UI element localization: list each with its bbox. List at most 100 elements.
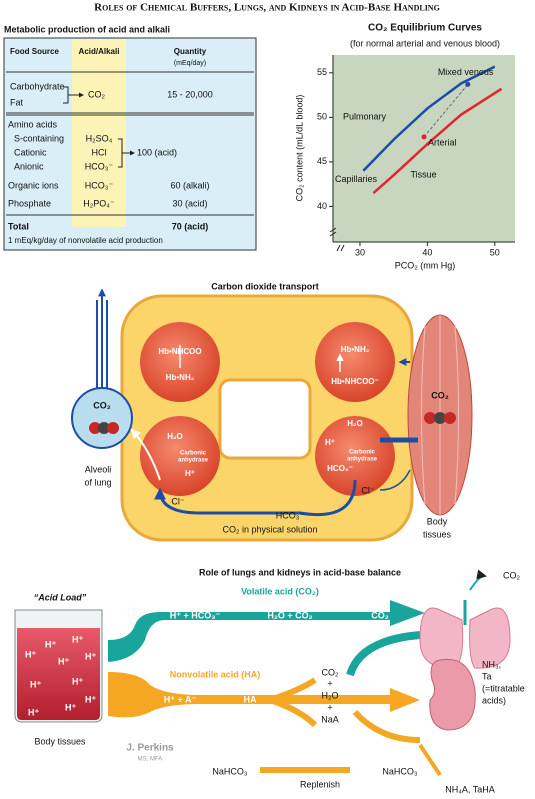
section-title: Carbon dioxide transport xyxy=(211,281,319,291)
column-highlight xyxy=(72,39,126,227)
cell: S-containing xyxy=(14,133,64,143)
label: CO₂ in physical solution xyxy=(222,524,317,534)
nonvolatile-arrow xyxy=(108,672,420,718)
y-tick-label: 45 xyxy=(317,156,327,166)
label: NH₄A, TaHA xyxy=(445,784,495,794)
co2-molecule xyxy=(444,412,456,424)
h-plus: H⁺ xyxy=(65,702,76,712)
signature: MS, MFA xyxy=(138,757,163,763)
equation: H⁺ + HCO₃⁻ xyxy=(170,610,221,620)
annotation: Mixed venous xyxy=(438,67,494,77)
label: Hb•NH₂ xyxy=(166,373,195,382)
acid-base-balance: Role of lungs and kidneys in acid-base b… xyxy=(14,567,525,794)
label: H₂O xyxy=(347,419,363,428)
label: NH₃, xyxy=(482,659,501,669)
header: Acid/Alkali xyxy=(79,47,120,56)
x-tick-label: 40 xyxy=(422,247,432,257)
table-title: Metabolic production of acid and alkali xyxy=(4,24,170,34)
x-axis-label: PCO₂ (mm Hg) xyxy=(395,260,456,270)
co2-molecule xyxy=(89,422,101,434)
h-plus: H⁺ xyxy=(85,694,96,704)
red-cell xyxy=(315,322,395,402)
arrow xyxy=(179,345,340,372)
cell: CO₂ xyxy=(88,89,106,99)
label: Carbonic xyxy=(180,451,207,457)
label: Volatile acid (CO₂) xyxy=(241,586,319,596)
header: (mEq/day) xyxy=(174,60,206,67)
x-tick-label: 30 xyxy=(355,247,365,257)
label: H⁺ xyxy=(325,438,335,447)
alveolus xyxy=(71,387,133,449)
cell: 60 (alkali) xyxy=(170,180,209,190)
cell: H₂SO₄ xyxy=(86,133,113,143)
header: Quantity xyxy=(174,47,207,56)
h-plus: H⁺ xyxy=(72,634,83,644)
h-plus: H⁺ xyxy=(85,651,96,661)
cell: 70 (acid) xyxy=(172,221,209,231)
cell: 15 - 20,000 xyxy=(167,89,213,99)
point xyxy=(465,81,471,87)
arrow xyxy=(130,428,161,481)
cell: Organic ions xyxy=(8,180,59,190)
cell: Anionic xyxy=(14,161,44,171)
label: Hb•NHCOO⁻ xyxy=(331,377,378,386)
red-cell xyxy=(140,416,220,496)
label: H₂O xyxy=(322,690,339,700)
table: Metabolic production of acid and alkali … xyxy=(3,24,257,251)
h-plus: H⁺ xyxy=(25,649,36,659)
co2-molecule xyxy=(107,422,119,434)
label: Alveoli xyxy=(85,464,112,474)
label: H₂O xyxy=(167,432,183,441)
chart-subtitle: (for normal arterial and venous blood) xyxy=(350,38,500,48)
point xyxy=(421,134,427,140)
co2-molecule xyxy=(98,422,110,434)
cell: Amino acids xyxy=(8,119,58,129)
label: H⁺ xyxy=(185,469,195,478)
equation: H⁺ + A⁻ xyxy=(164,694,197,704)
cell: 30 (acid) xyxy=(172,198,207,208)
cell: HCl xyxy=(92,147,107,157)
label: + xyxy=(327,702,332,712)
y-tick-label: 50 xyxy=(317,112,327,122)
label: Nonvolatile acid (HA) xyxy=(170,669,261,679)
orange-flow xyxy=(260,677,421,773)
chart-title: CO₂ Equilibrium Curves xyxy=(368,23,482,34)
curve xyxy=(362,65,496,172)
cell: Total xyxy=(8,221,29,231)
label: HCO₃⁻ xyxy=(276,510,305,520)
label: CO₂ xyxy=(322,667,340,677)
cell: 100 (acid) xyxy=(137,147,177,157)
label: NaA xyxy=(321,714,339,724)
table-box xyxy=(3,37,257,251)
label: CO₂ xyxy=(503,570,521,580)
cell: Carbohydrate xyxy=(10,81,65,91)
teal-flow xyxy=(346,631,421,677)
cell: H₂PO₄⁻ xyxy=(83,198,115,208)
shift xyxy=(423,84,469,138)
cell: HCO₃⁻ xyxy=(85,161,114,171)
inner-space xyxy=(218,378,312,460)
label: Body tissues xyxy=(34,736,86,746)
orange-flow xyxy=(418,743,442,777)
label: acids) xyxy=(482,695,506,705)
co2-transport: Carbon dioxide transport Hb•NHCOO Hb•NH₂… xyxy=(71,281,473,542)
legend-label: Tissue xyxy=(411,170,437,180)
signature: J. Perkins xyxy=(126,743,174,754)
h-plus: H⁺ xyxy=(45,639,56,649)
annotation: Arterial xyxy=(428,137,457,147)
equation: CO₂ xyxy=(371,610,389,620)
label: anhydrase xyxy=(347,457,378,463)
header: Food Source xyxy=(10,47,59,56)
kidney xyxy=(429,658,476,731)
cell: HCO₃⁻ xyxy=(85,180,114,190)
arrow xyxy=(154,479,357,517)
volatile-arrow xyxy=(108,600,425,662)
y-axis-label: CO₂ content (mL/dL blood) xyxy=(294,95,304,202)
label: + xyxy=(327,678,332,688)
label: “Acid Load” xyxy=(34,592,87,602)
h-plus: H⁺ xyxy=(58,656,69,666)
arrow xyxy=(379,469,411,491)
chart: CO₂ Equilibrium Curves (for normal arter… xyxy=(294,23,515,270)
co2-molecule xyxy=(424,412,436,424)
